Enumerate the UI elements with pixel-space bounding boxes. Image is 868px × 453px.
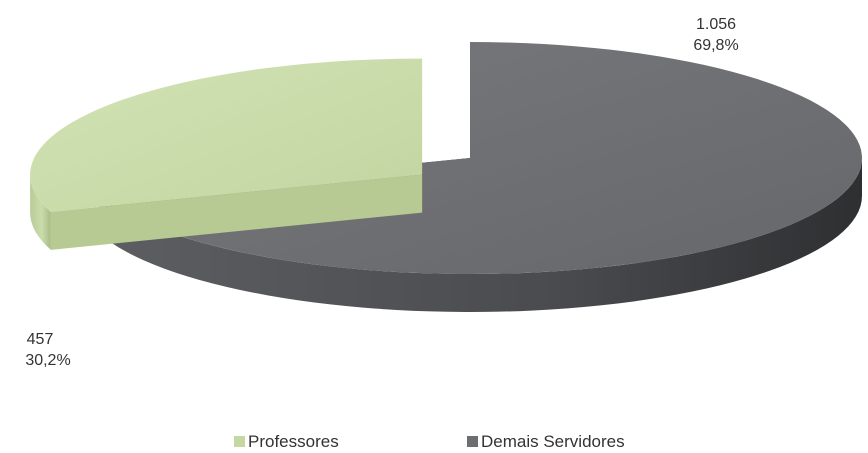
legend-label-professores: Professores — [248, 432, 339, 451]
pie-slice-professores-side — [30, 174, 51, 250]
legend: Professores Demais Servidores — [234, 432, 625, 451]
data-label-professores-percent: 30,2% — [25, 352, 70, 369]
data-label-demais-servidores-percent: 69,8% — [693, 37, 738, 54]
legend-label-demais-servidores: Demais Servidores — [481, 432, 625, 451]
pie-slice-demais-servidores-side — [98, 158, 863, 312]
pie-slices — [30, 42, 863, 312]
legend-swatch-demais-servidores — [467, 436, 478, 447]
legend-swatch-professores — [234, 436, 245, 447]
pie-slice-professores-front — [50, 174, 423, 250]
data-label-professores-value: 457 — [27, 331, 54, 348]
data-label-demais-servidores-value: 1.056 — [696, 16, 736, 33]
pie-slice-professores — [30, 58, 423, 212]
